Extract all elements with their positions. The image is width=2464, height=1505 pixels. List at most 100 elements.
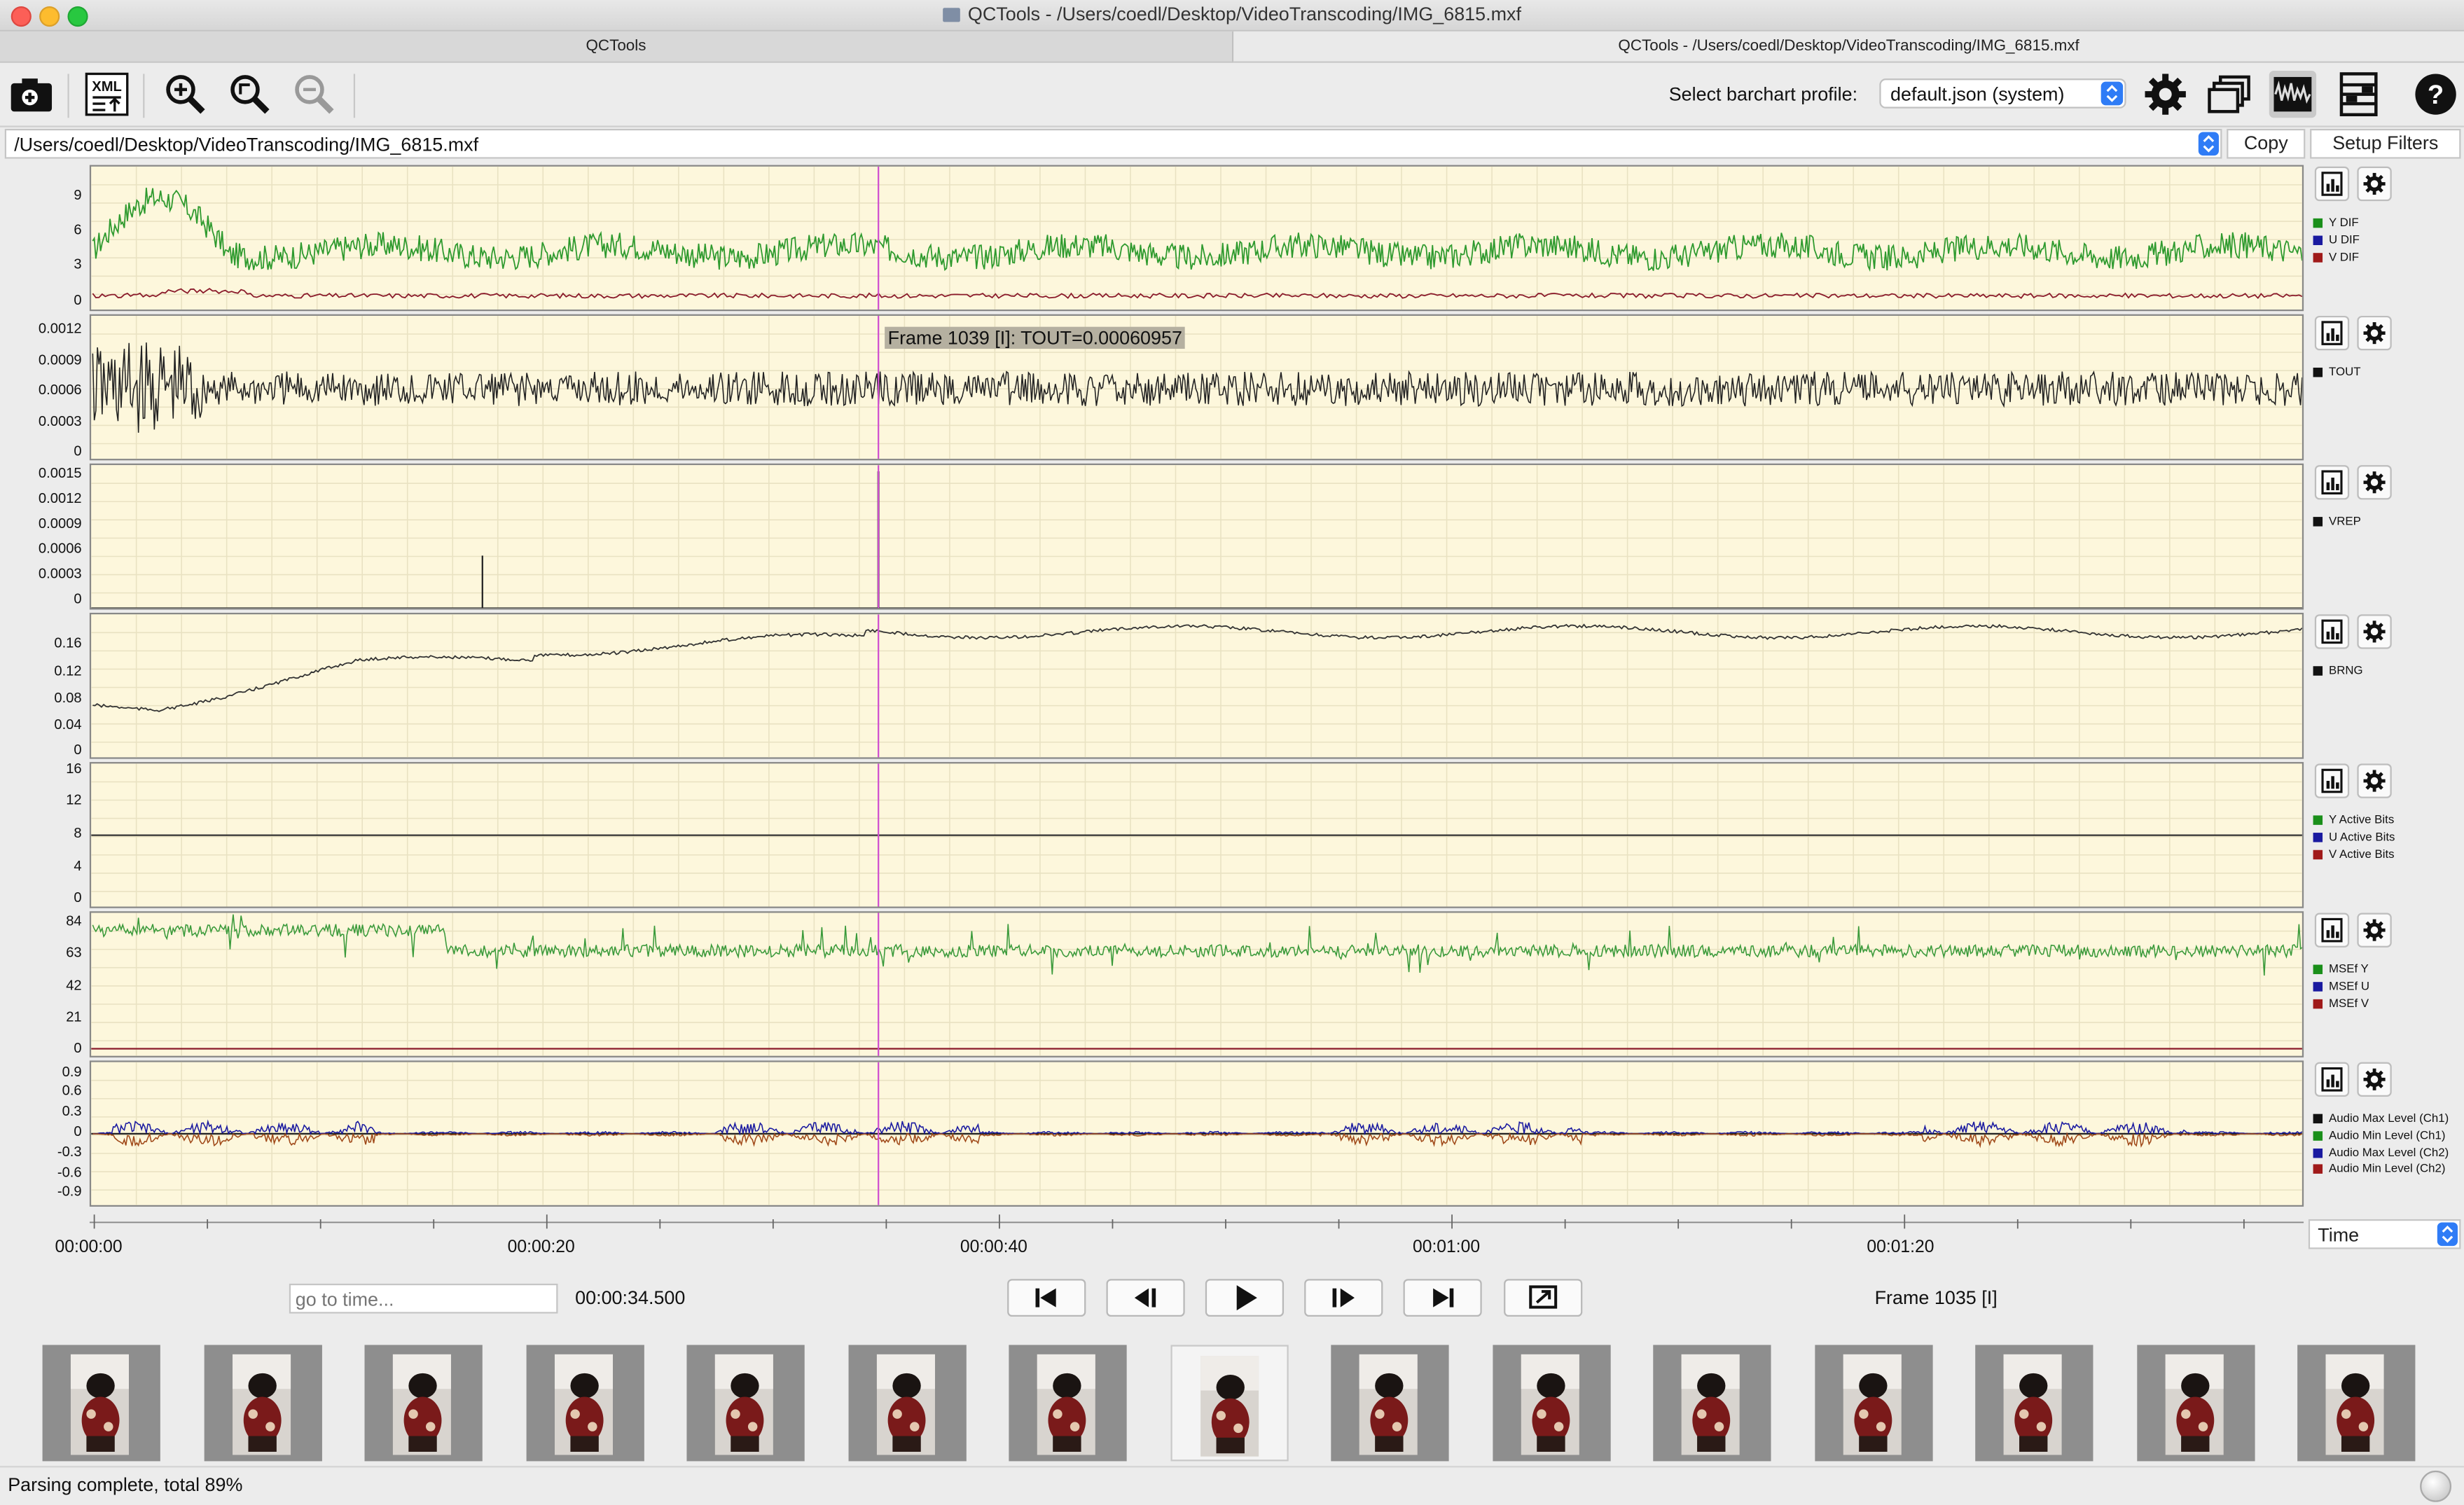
frame-thumbnail-image: [1359, 1354, 1418, 1455]
window-title: QCTools - /Users/coedl/Desktop/VideoTran…: [967, 3, 1521, 25]
legend-swatch: [2313, 235, 2323, 245]
frame-thumbnail[interactable]: [1009, 1345, 1127, 1462]
graph-barchart-button[interactable]: [2314, 763, 2350, 798]
file-path-select[interactable]: /Users/coedl/Desktop/VideoTranscoding/IM…: [4, 128, 2222, 159]
frame-thumbnail[interactable]: [1653, 1345, 1771, 1462]
frame-thumbnail-image: [875, 1354, 934, 1455]
y-tick-label: 0: [74, 889, 82, 906]
legend-swatch: [2313, 218, 2323, 228]
graph-plot-ydif[interactable]: [89, 165, 2304, 312]
frame-thumbnail[interactable]: [847, 1345, 966, 1462]
legend-item: Audio Max Level (Ch1): [2313, 1111, 2449, 1128]
step-back-button[interactable]: [1106, 1279, 1185, 1317]
time-label: 00:00:40: [960, 1237, 1027, 1257]
legend-swatch: [2313, 1165, 2323, 1174]
legend-item: Y DIF: [2313, 215, 2360, 232]
y-tick-label: 42: [66, 978, 82, 994]
frame-thumbnail[interactable]: [1975, 1345, 2093, 1462]
legend-item: TOUT: [2313, 364, 2361, 381]
legend-swatch: [2313, 517, 2323, 527]
close-window-button[interactable]: [11, 6, 32, 27]
tab-file[interactable]: QCTools - /Users/coedl/Desktop/VideoTran…: [1233, 31, 2464, 63]
graph-barchart-button[interactable]: [2314, 1062, 2350, 1097]
y-tick-label: 0: [74, 1123, 82, 1139]
frame-thumbnail[interactable]: [2297, 1345, 2416, 1462]
graph-settings-button[interactable]: [2357, 166, 2392, 202]
waveform-button[interactable]: [2269, 70, 2317, 118]
graph-plot-bits[interactable]: [89, 762, 2304, 908]
step-forward-button[interactable]: [1304, 1279, 1383, 1317]
tab-qctools[interactable]: QCTools: [0, 31, 1234, 63]
legend-item: V DIF: [2313, 249, 2360, 266]
frame-thumbnail[interactable]: [203, 1345, 321, 1462]
graph-settings-button[interactable]: [2357, 1062, 2392, 1097]
graph-settings-button[interactable]: [2357, 614, 2392, 649]
graph-plot-vrep[interactable]: [89, 463, 2304, 610]
help-button[interactable]: ?: [2412, 71, 2459, 118]
gear-icon: [2363, 1068, 2386, 1090]
graph-settings-button[interactable]: [2357, 913, 2392, 948]
legend-swatch: [2313, 832, 2323, 842]
frame-thumbnail[interactable]: [1814, 1345, 1932, 1462]
graph-barchart-button[interactable]: [2314, 166, 2350, 202]
legend-item: BRNG: [2313, 663, 2363, 680]
graph-barchart-button[interactable]: [2314, 465, 2350, 500]
legend-item: MSEf V: [2313, 995, 2369, 1012]
panels-button[interactable]: [2335, 71, 2382, 118]
app-doc-icon: [942, 8, 960, 22]
settings-button[interactable]: [2142, 71, 2189, 118]
y-tick-label: 0.6: [62, 1083, 82, 1100]
zoom-in-button[interactable]: [162, 71, 209, 118]
zoom-window-button[interactable]: [67, 6, 88, 27]
graph-barchart-button[interactable]: [2314, 315, 2350, 351]
skip-end-button[interactable]: [1403, 1279, 1482, 1317]
graph-settings-button[interactable]: [2357, 465, 2392, 500]
goto-time-input[interactable]: [289, 1283, 558, 1314]
zoom-out-button[interactable]: [291, 71, 338, 118]
axis-mode-select[interactable]: Time: [2308, 1219, 2461, 1249]
windows-button[interactable]: [2206, 71, 2253, 118]
time-label: 00:00:20: [507, 1237, 575, 1257]
y-tick-label: 6: [74, 221, 82, 237]
frame-thumbnail[interactable]: [1331, 1345, 1449, 1462]
frame-thumbnail[interactable]: [2136, 1345, 2255, 1462]
windows-icon: [2208, 75, 2250, 113]
graph-plot-audio[interactable]: [89, 1060, 2304, 1207]
frame-thumbnail[interactable]: [42, 1345, 160, 1462]
bar-chart-icon: [2321, 172, 2343, 196]
skip-start-button[interactable]: [1007, 1279, 1086, 1317]
graph-plot-tout[interactable]: [89, 314, 2304, 461]
frame-thumbnail[interactable]: [686, 1345, 805, 1462]
graph-barchart-button[interactable]: [2314, 614, 2350, 649]
copy-button[interactable]: Copy: [2227, 128, 2306, 159]
bar-chart-icon: [2321, 619, 2343, 644]
bar-chart-icon: [2321, 768, 2343, 793]
legend-label: MSEf Y: [2329, 962, 2369, 976]
bar-chart-icon: [2321, 470, 2343, 495]
zoom-fit-button[interactable]: [226, 71, 273, 118]
frame-thumbnail[interactable]: [1492, 1345, 1610, 1462]
time-label: 00:01:00: [1412, 1237, 1481, 1257]
graph-plot-msef[interactable]: [89, 911, 2304, 1057]
export-frame-button[interactable]: [1504, 1279, 1583, 1317]
setup-filters-button[interactable]: Setup Filters: [2310, 128, 2461, 159]
export-xml-button[interactable]: XML: [83, 71, 130, 118]
graph-settings-button[interactable]: [2357, 315, 2392, 351]
zoom-out-icon: [295, 75, 334, 114]
status-indicator-icon: [2420, 1470, 2452, 1502]
frame-thumbnail[interactable]: [1170, 1345, 1288, 1462]
minimize-window-button[interactable]: [39, 6, 60, 27]
y-tick-label: 0.08: [54, 689, 82, 706]
graph-settings-button[interactable]: [2357, 763, 2392, 798]
open-file-button[interactable]: [8, 71, 55, 118]
frame-thumbnail[interactable]: [525, 1345, 644, 1462]
frame-thumbnail[interactable]: [364, 1345, 483, 1462]
settings-icon: [2145, 74, 2186, 115]
frame-thumbnail-image: [70, 1354, 129, 1455]
current-time: 00:00:34.500: [575, 1286, 686, 1309]
graph-barchart-button[interactable]: [2314, 913, 2350, 948]
play-button[interactable]: [1205, 1279, 1285, 1317]
graph-plot-brng[interactable]: [89, 612, 2304, 759]
select-arrows-icon: [2198, 132, 2219, 156]
profile-select[interactable]: default.json (system): [1879, 78, 2126, 109]
